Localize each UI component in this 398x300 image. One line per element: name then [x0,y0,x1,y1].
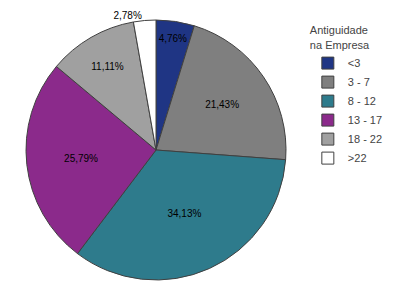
svg-text:4,76%: 4,76% [159,33,187,44]
svg-text:25,79%: 25,79% [64,153,98,164]
svg-text:2,78%: 2,78% [113,10,141,21]
svg-text:3 - 7: 3 - 7 [348,76,370,88]
svg-text:Antiguidadena Empresa: Antiguidadena Empresa [310,24,370,50]
svg-text:8 - 12: 8 - 12 [348,95,376,107]
svg-text:21,43%: 21,43% [205,99,239,110]
svg-text:<3: <3 [348,57,361,69]
svg-text:>22: >22 [348,152,367,164]
svg-text:34,13%: 34,13% [167,208,201,219]
svg-text:11,11%: 11,11% [91,61,124,72]
svg-text:18 - 22: 18 - 22 [348,133,382,145]
svg-text:13 - 17: 13 - 17 [348,114,382,126]
